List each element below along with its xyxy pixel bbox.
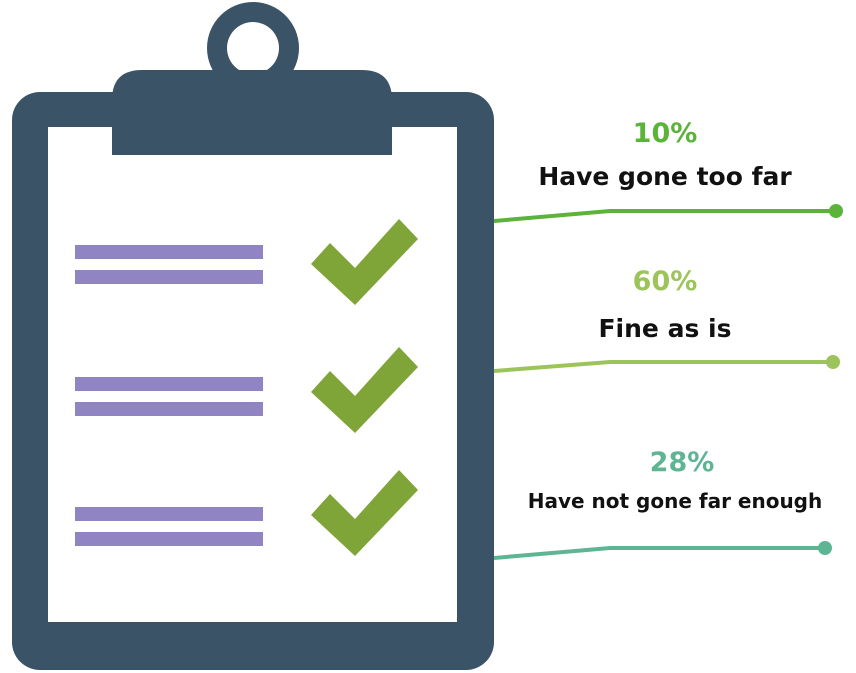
stat-value: 60% <box>632 266 698 297</box>
stat-value: 10% <box>632 118 698 149</box>
leader-dot <box>829 204 843 218</box>
clipboard-ring-hole <box>227 22 279 74</box>
list-line <box>75 507 263 521</box>
list-line <box>75 532 263 546</box>
clipboard-clip <box>112 70 392 155</box>
leader-line <box>493 360 833 373</box>
leader-line <box>493 209 836 223</box>
checkmark-icon <box>311 470 418 556</box>
stat-label: Fine as is <box>598 314 732 343</box>
checkmark-icon <box>311 347 418 433</box>
stat-value: 28% <box>649 447 715 478</box>
leader-dot <box>818 541 832 555</box>
list-line <box>75 270 263 284</box>
list-line <box>75 402 263 416</box>
list-line <box>75 245 263 259</box>
leader-lines <box>493 204 843 560</box>
stat-label: Have not gone far enough <box>527 489 823 513</box>
list-lines <box>75 245 263 546</box>
checkmark-icon <box>311 219 418 305</box>
stat-label: Have gone too far <box>538 162 792 191</box>
list-line <box>75 377 263 391</box>
leader-line <box>493 546 825 560</box>
leader-dot <box>826 355 840 369</box>
